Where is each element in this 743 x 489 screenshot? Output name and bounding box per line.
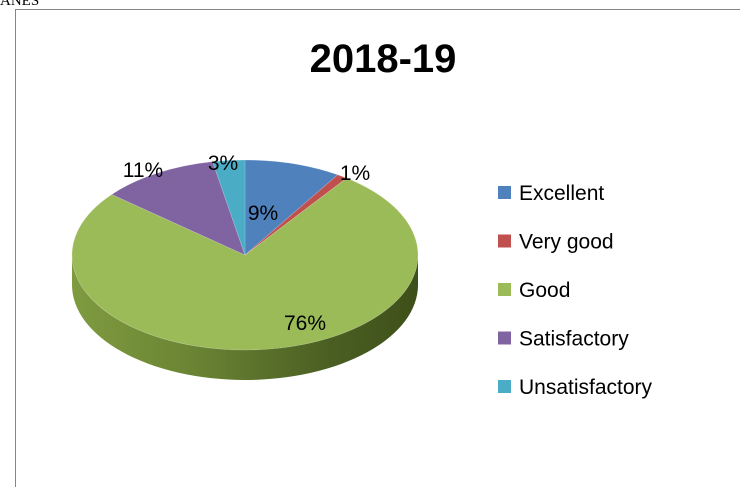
chart-title: 2018-19 (310, 37, 457, 81)
pie-side-good (72, 255, 418, 380)
page-fragment-text: ANES (0, 0, 40, 9)
pie-slice-excellent (244, 159, 339, 256)
pie-slice-satisfactory (111, 161, 246, 256)
data-label-excellent: 9% (248, 202, 278, 225)
pie-side-layer (72, 255, 418, 380)
legend-swatch-unsatisfactory (498, 380, 511, 393)
legend-label-good: Good (519, 279, 570, 302)
legend-swatch-satisfactory (498, 331, 511, 345)
legend: Excellent Very good Good Satisfactory Unsati… (498, 182, 653, 399)
legend-label-satisfactory: Satisfactory (519, 328, 629, 351)
data-label-satisfactory: 11% (123, 159, 163, 182)
legend-swatch-good (498, 283, 511, 296)
data-label-very-good: 1% (340, 162, 370, 185)
pie-slice-good (71, 177, 419, 351)
data-label-unsatisfactory: 3% (208, 152, 238, 175)
pie-slice-unsatisfactory (212, 159, 246, 256)
pie-top-layer (71, 159, 419, 351)
legend-label-very-good: Very good (519, 231, 614, 254)
legend-swatch-excellent (498, 186, 511, 199)
pie-slice-very-good (244, 174, 348, 256)
data-label-layer: 9% 1% 76% 11% 3% (123, 152, 370, 335)
legend-label-excellent: Excellent (519, 182, 604, 205)
legend-swatch-very-good (498, 234, 511, 248)
legend-label-unsatisfactory: Unsatisfactory (519, 376, 653, 399)
data-label-good: 76% (284, 312, 326, 335)
